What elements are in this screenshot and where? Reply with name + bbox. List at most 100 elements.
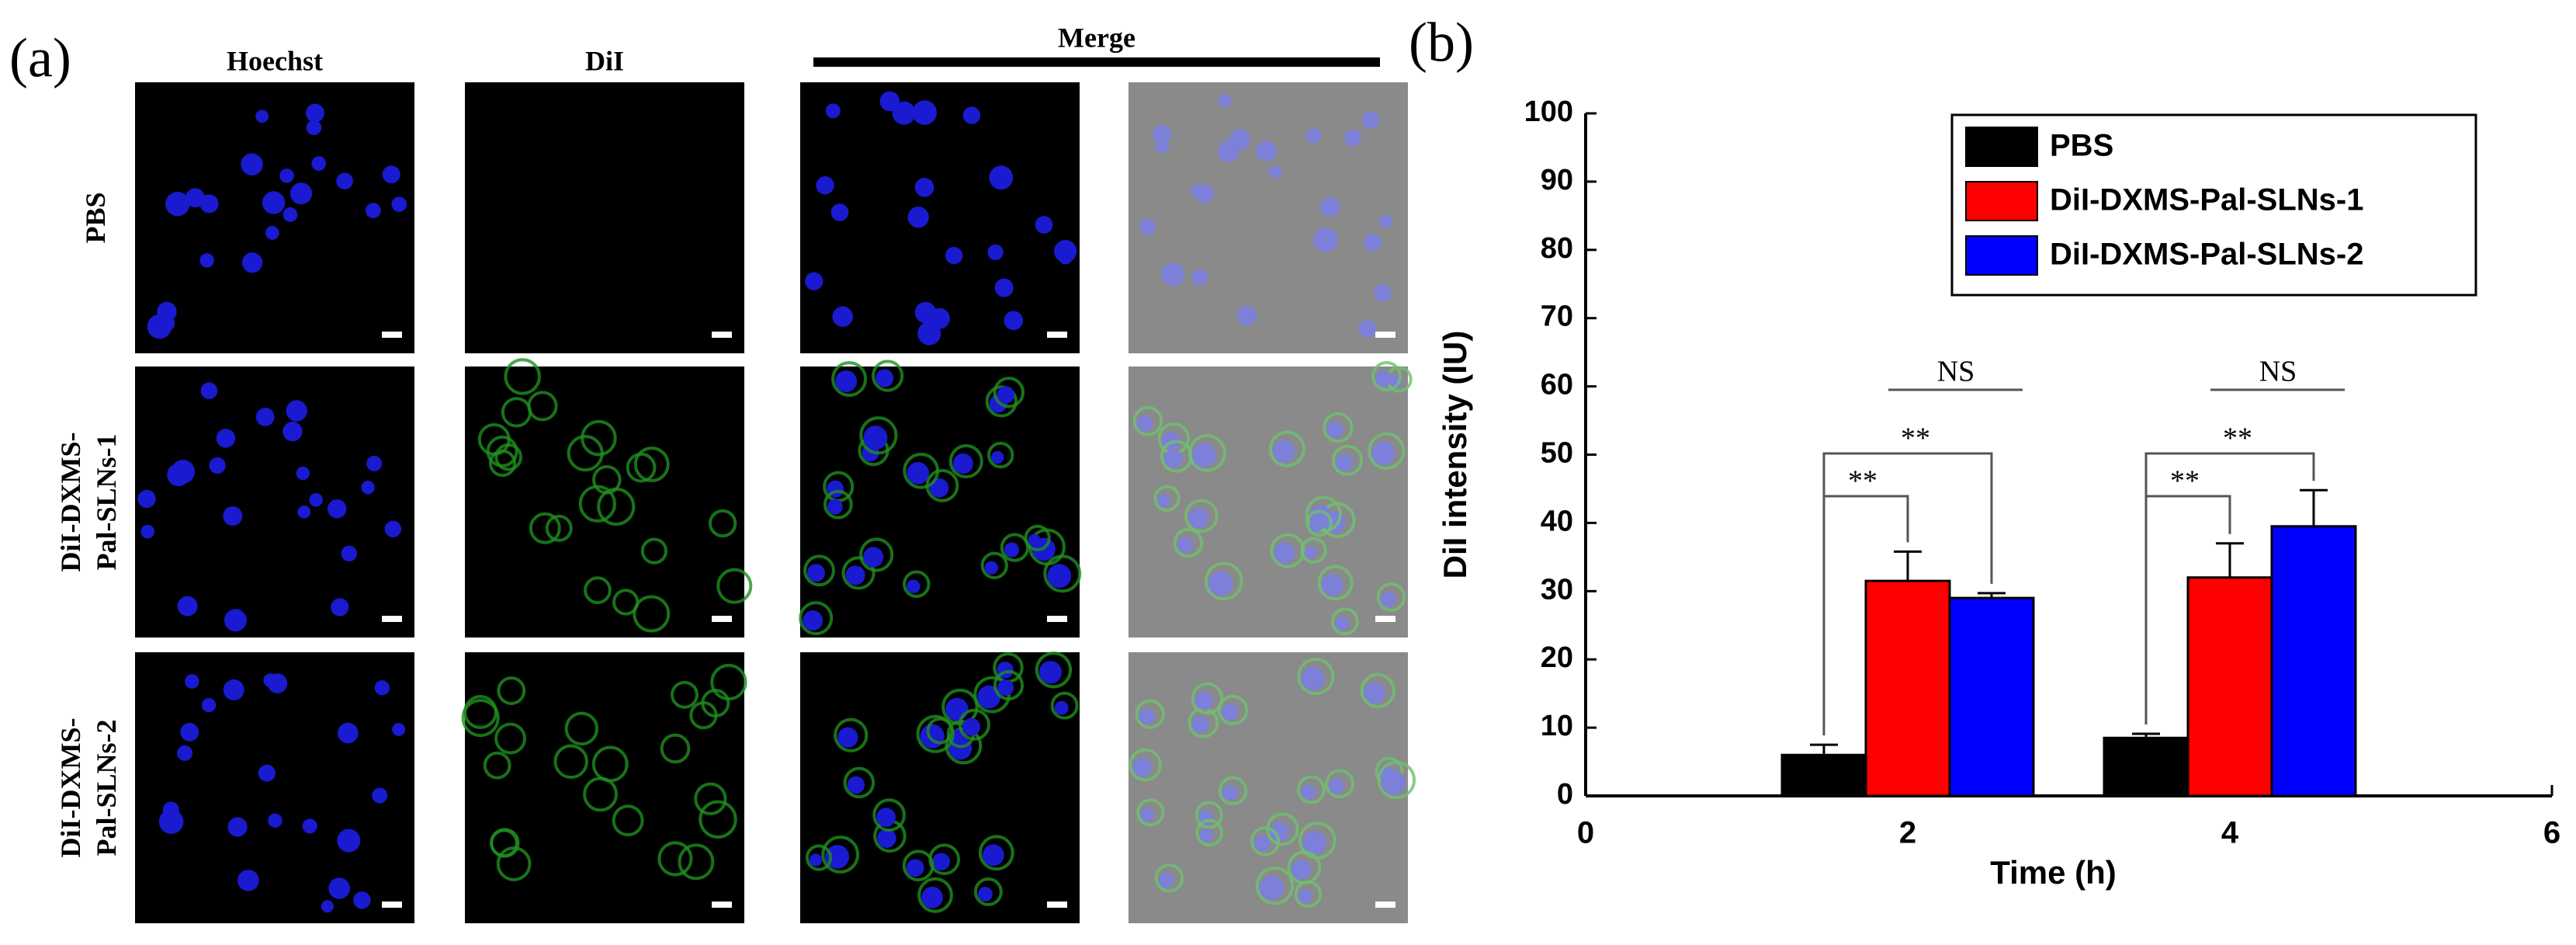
nucleus <box>185 674 199 689</box>
nucleus <box>1194 691 1214 710</box>
nucleus <box>1361 111 1380 129</box>
nucleus <box>914 178 934 197</box>
scale-bar <box>1047 332 1067 338</box>
y-tick-label: 20 <box>1541 641 1573 674</box>
membrane-stain <box>1255 866 1295 905</box>
membrane-stain <box>1371 361 1402 392</box>
membrane-stain <box>1287 850 1322 884</box>
membrane-stain <box>699 800 737 839</box>
nucleus <box>1221 704 1239 721</box>
nucleus <box>875 369 894 387</box>
membrane-stain <box>1188 434 1226 472</box>
nucleus <box>907 461 930 485</box>
nucleus <box>283 422 303 442</box>
significance: NS <box>1937 356 1975 388</box>
nucleus <box>321 900 334 913</box>
nucleus <box>1270 822 1289 842</box>
nucleus <box>907 579 920 594</box>
nucleus <box>177 745 193 761</box>
nucleus <box>365 203 381 219</box>
membrane-stain <box>1135 699 1165 729</box>
membrane-stain <box>799 601 834 636</box>
nucleus <box>337 829 361 853</box>
membrane-stain <box>980 551 1008 579</box>
nucleus <box>1256 141 1277 162</box>
nucleus <box>311 156 327 171</box>
nucleus <box>807 564 825 582</box>
membrane-stain <box>843 766 875 799</box>
membrane-stain <box>973 877 1003 906</box>
membrane-stain <box>917 877 953 913</box>
nucleus <box>262 191 286 214</box>
y-tick-label: 10 <box>1541 710 1573 742</box>
membrane-stain <box>671 680 699 709</box>
nucleus <box>258 764 276 782</box>
nucleus <box>847 776 865 794</box>
nucleus <box>391 196 407 213</box>
nucleus <box>1199 828 1214 843</box>
row-label-line: Pal-SLNs-2 <box>91 719 122 856</box>
nucleus <box>237 870 259 891</box>
membrane-stain <box>564 711 599 746</box>
nucleus <box>1208 571 1233 596</box>
nucleus <box>1004 311 1024 331</box>
nucleus <box>165 192 190 217</box>
nucleus <box>185 188 205 208</box>
nucleus <box>1153 125 1171 144</box>
membrane-stain <box>1195 818 1224 847</box>
micrograph <box>135 652 414 923</box>
nucleus <box>1004 542 1020 558</box>
y-tick-label: 40 <box>1541 505 1573 537</box>
nucleus <box>286 400 307 422</box>
nucleus <box>962 717 980 736</box>
scale-bar <box>382 332 402 338</box>
nucleus <box>832 306 853 328</box>
nucleus <box>945 697 969 721</box>
error-bar <box>1978 592 2006 599</box>
nucleus <box>1334 617 1349 631</box>
row-label: DiI-DXMS- Pal-SLNs-1 <box>55 433 122 572</box>
error-bar <box>2132 732 2160 738</box>
membrane-stain <box>716 568 753 604</box>
membrane-stain <box>1376 582 1406 612</box>
nucleus <box>1313 227 1338 252</box>
membrane-stain <box>1184 499 1219 533</box>
nucleus <box>1253 836 1271 852</box>
nucleus <box>930 726 944 740</box>
membrane-stain <box>592 464 622 495</box>
membrane-stain <box>581 419 617 457</box>
nucleus <box>372 787 388 804</box>
membrane-stain <box>1377 760 1416 800</box>
bracket <box>1822 452 1993 584</box>
nucleus <box>309 492 323 507</box>
nucleus <box>1321 574 1343 596</box>
membrane-stain <box>1297 775 1326 804</box>
bar <box>2186 576 2273 797</box>
nucleus <box>366 455 383 471</box>
membrane-stain <box>948 444 983 479</box>
legend-box <box>1950 113 2477 297</box>
significance: NS <box>2259 356 2297 388</box>
nucleus <box>1371 441 1395 465</box>
membrane-stain <box>1360 672 1395 709</box>
membrane-stain <box>821 836 860 874</box>
bar <box>1948 596 2035 797</box>
nucleus <box>835 370 858 393</box>
scale-bar <box>712 902 732 908</box>
membrane-stain <box>859 416 898 455</box>
nucleus <box>331 598 349 617</box>
y-tick-label: 0 <box>1557 778 1573 811</box>
scale-bar <box>1375 616 1395 622</box>
membrane-stain <box>504 358 541 395</box>
error-bar <box>1894 550 1922 582</box>
membrane-stain <box>1297 658 1335 696</box>
nucleus <box>921 886 943 909</box>
membrane-stain <box>1191 682 1224 715</box>
scale-bar <box>1375 902 1395 908</box>
nucleus <box>1047 564 1072 589</box>
micrograph <box>135 367 414 638</box>
membrane-stain <box>1331 444 1364 476</box>
bar <box>2103 736 2189 797</box>
nucleus <box>1177 537 1194 554</box>
membrane-stain <box>834 717 868 752</box>
